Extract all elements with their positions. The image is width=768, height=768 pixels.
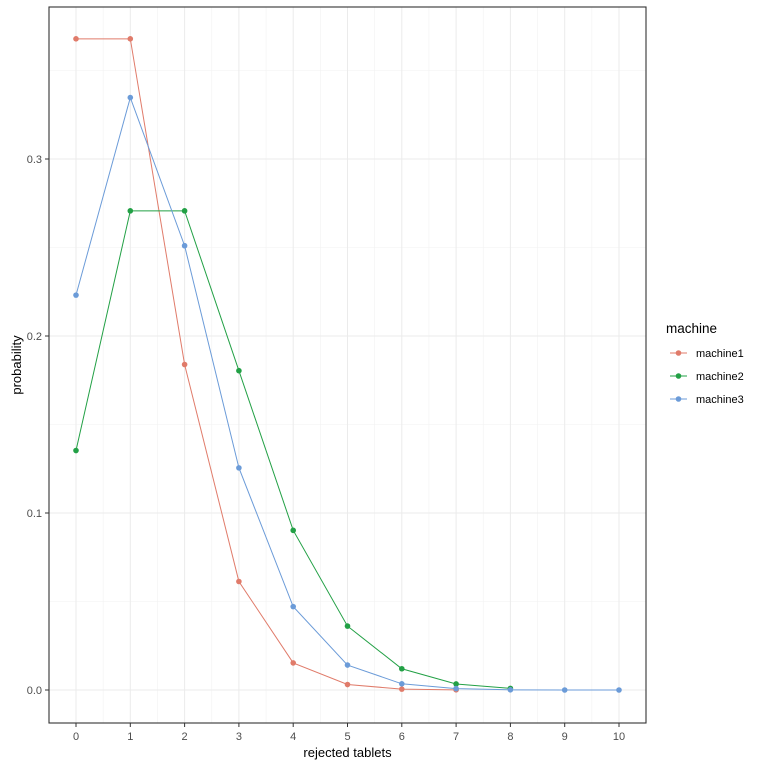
legend-label: machine2 — [696, 371, 744, 383]
machine3-point — [181, 242, 188, 249]
legend-key-point — [675, 373, 682, 379]
legend-title: machine — [666, 321, 717, 336]
legend-key-point — [675, 350, 682, 356]
machine3-point — [236, 465, 242, 471]
machine3-point — [507, 687, 514, 693]
x-tick-label: 4 — [290, 731, 296, 743]
y-axis: 0.0 0.1 0.2 0.3 — [27, 154, 49, 697]
legend-item-machine3: machine3 — [670, 394, 744, 406]
machine3-point — [561, 687, 568, 693]
machine3-point — [453, 685, 459, 692]
legend-item-machine1: machine1 — [670, 348, 744, 360]
machine2-point — [453, 681, 459, 687]
y-tick-label: 0.2 — [27, 331, 42, 343]
machine1-point — [73, 36, 79, 42]
machine3-point — [616, 687, 622, 693]
machine2-point — [290, 527, 297, 534]
machine2-point — [127, 208, 134, 214]
x-tick-label: 8 — [507, 731, 513, 743]
x-tick-label: 10 — [613, 731, 625, 743]
series-lines — [73, 36, 622, 693]
x-tick-label: 5 — [344, 731, 350, 743]
legend-label: machine3 — [696, 394, 744, 406]
legend-key-point — [675, 396, 682, 402]
x-axis-title: rejected tablets — [303, 745, 392, 760]
machine2-point — [344, 623, 351, 629]
series-machine3 — [73, 94, 622, 693]
x-tick-label: 1 — [127, 731, 133, 743]
machine2-point — [399, 665, 405, 672]
machine1-point — [399, 686, 405, 692]
x-axis: 0 1 2 3 4 5 6 7 8 9 10 — [73, 723, 625, 743]
machine1-point — [181, 361, 188, 368]
x-tick-label: 9 — [562, 731, 568, 743]
legend-label: machine1 — [696, 348, 744, 360]
legend: machine machine1 machine2 machine3 — [666, 321, 744, 406]
x-tick-label: 6 — [399, 731, 405, 743]
x-tick-label: 2 — [182, 731, 188, 743]
x-tick-label: 0 — [73, 731, 79, 743]
machine3-point — [73, 292, 79, 298]
machine1-point — [344, 681, 351, 688]
series-machine2 — [73, 208, 514, 692]
machine1-point — [290, 660, 297, 666]
y-axis-title: probability — [9, 335, 24, 395]
machine3-point — [399, 681, 405, 687]
machine1-point — [127, 36, 134, 42]
machine1-point — [236, 578, 242, 585]
machine3-point — [344, 662, 351, 668]
y-tick-label: 0.0 — [27, 685, 42, 697]
machine2-point — [181, 208, 188, 214]
machine2-point — [73, 447, 79, 454]
legend-item-machine2: machine2 — [670, 371, 744, 383]
machine3-point — [127, 94, 134, 101]
y-tick-label: 0.3 — [27, 154, 42, 166]
y-tick-label: 0.1 — [27, 508, 42, 520]
series-machine1 — [73, 36, 459, 693]
machine3-point — [290, 603, 297, 610]
machine2-point — [236, 367, 242, 374]
grid-major — [49, 7, 646, 723]
machine1-line — [76, 38, 457, 691]
x-tick-label: 7 — [453, 731, 459, 743]
x-tick-label: 3 — [236, 731, 242, 743]
